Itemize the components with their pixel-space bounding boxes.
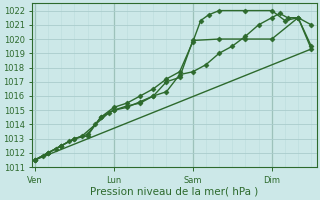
X-axis label: Pression niveau de la mer( hPa ): Pression niveau de la mer( hPa ) (90, 187, 259, 197)
